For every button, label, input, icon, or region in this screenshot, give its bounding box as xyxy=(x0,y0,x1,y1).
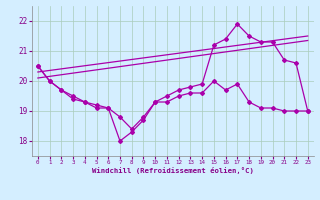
X-axis label: Windchill (Refroidissement éolien,°C): Windchill (Refroidissement éolien,°C) xyxy=(92,167,254,174)
